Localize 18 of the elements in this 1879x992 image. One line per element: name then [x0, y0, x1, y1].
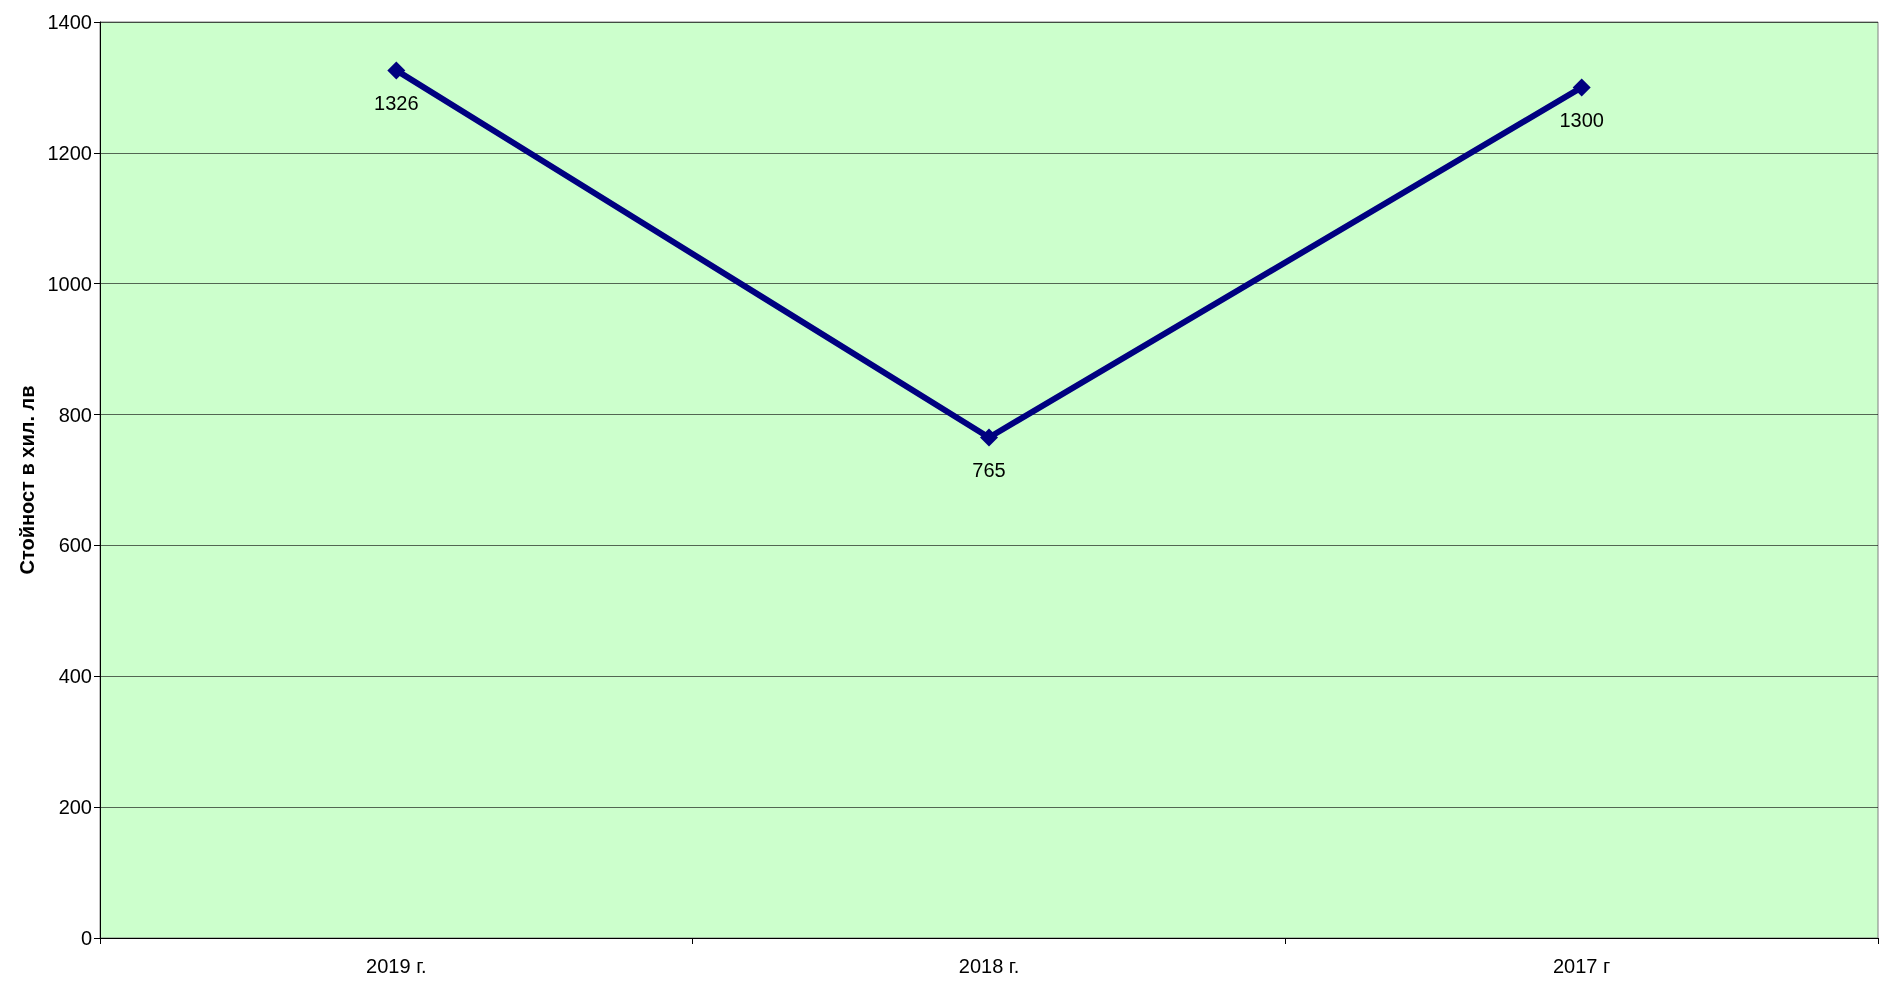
- point: [387, 61, 406, 80]
- data-label: 765: [972, 459, 1006, 482]
- y-tick-label: 600: [58, 534, 92, 557]
- x-tick-label: 2017 г: [1552, 955, 1611, 977]
- data-label: 1326: [374, 92, 419, 115]
- y-tick-label: 0: [80, 927, 92, 949]
- y-tick-label: 1400: [47, 11, 92, 33]
- x-tick-label: 2018 г.: [958, 955, 1020, 977]
- y-tick-label: 200: [58, 796, 92, 819]
- y-tick-label: 1000: [47, 272, 92, 295]
- data-label: 1300: [1559, 109, 1604, 132]
- y-axis-title: Стойност в хил. лв: [15, 385, 38, 575]
- y-tick-label: 800: [58, 403, 92, 426]
- point: [1572, 78, 1591, 97]
- y-tick-label: 1200: [47, 141, 92, 164]
- x-tick-label: 2019 г.: [366, 955, 427, 977]
- y-tick-label: 400: [58, 665, 92, 688]
- point: [980, 428, 998, 447]
